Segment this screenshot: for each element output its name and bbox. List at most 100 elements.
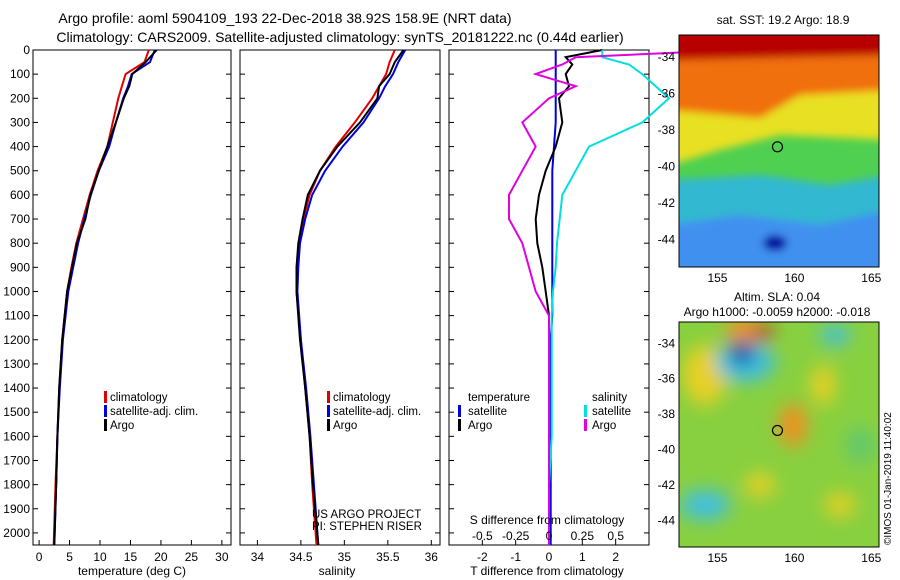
x-tick-label: 1 <box>579 550 586 564</box>
y-tick-label: 1600 <box>3 429 30 443</box>
x-tick-label: 35.5 <box>376 550 400 564</box>
y-tick-label: 1200 <box>3 333 30 347</box>
legend-argo-label: Argo <box>110 420 134 432</box>
sla-yellow-patch-2 <box>811 365 835 405</box>
y-tick-label: 1000 <box>3 284 30 298</box>
y-tick-label: 300 <box>10 115 30 129</box>
sla-map-title: Altim. SLA: 0.04 <box>734 290 820 304</box>
y-tick-label: 1700 <box>3 453 30 467</box>
sla-yellow-patch-4 <box>825 493 855 517</box>
sla-green-patch <box>846 427 874 463</box>
map-y-tick-label: -40 <box>658 443 676 457</box>
sla-cyan-patch-2 <box>680 490 730 520</box>
s-difference-axis-label: S difference from climatology <box>470 513 625 527</box>
legend-t-argo-label: Argo <box>468 420 492 432</box>
map-x-tick-label: 155 <box>707 551 727 565</box>
map-y-tick-label: -42 <box>658 196 676 210</box>
legend-temperature-title: temperature <box>468 392 530 404</box>
x-tick-label: 36 <box>425 550 439 564</box>
title-line-2: Climatology: CARS2009. Satellite-adjuste… <box>56 29 623 45</box>
s-diff-tick-label: -0.25 <box>502 529 530 543</box>
series-line-argo <box>295 49 405 546</box>
series-line-t-argo <box>534 49 603 545</box>
x-tick-label: -2 <box>477 550 488 564</box>
y-tick-label: 800 <box>10 236 30 250</box>
legend-satellite-label: satellite-adj. clim. <box>333 406 421 418</box>
sla-orange-ridge <box>779 403 807 447</box>
legend-t-argo-swatch <box>458 419 461 431</box>
chart-marks: 0100200300400500600700800900100011001200… <box>3 43 881 565</box>
series-line-s-argo <box>508 49 736 545</box>
temperature-panel-frame <box>32 49 232 546</box>
sla-map-subtitle: Argo h1000: -0.0059 h2000: -0.018 <box>684 305 871 319</box>
y-tick-label: 1500 <box>3 405 30 419</box>
legend-satellite-label: satellite-adj. clim. <box>110 406 198 418</box>
x-tick-label: 35 <box>338 550 352 564</box>
x-tick-label: 15 <box>124 550 138 564</box>
salinity-panel-frame <box>239 49 441 546</box>
sla-blue-eddy <box>730 342 754 364</box>
y-tick-label: 1800 <box>3 478 30 492</box>
y-tick-label: 700 <box>10 212 30 226</box>
x-tick-label: 34 <box>251 550 265 564</box>
sst-cold-eddy <box>763 235 787 251</box>
y-tick-label: 200 <box>10 91 30 105</box>
sst-map-title: sat. SST: 19.2 Argo: 18.9 <box>717 13 850 27</box>
sla-map-frame <box>678 321 880 548</box>
y-tick-label: 100 <box>10 67 30 81</box>
series-line-satellite-adj-clim- <box>296 49 407 546</box>
sla-red-patch <box>753 325 773 341</box>
legend-climatology-label: climatology <box>110 392 168 404</box>
legend-argo-label: Argo <box>333 420 357 432</box>
s-diff-tick-label: 0.25 <box>571 529 595 543</box>
x-tick-label: 34.5 <box>289 550 313 564</box>
temperature-axis-label: temperature (deg C) <box>78 564 186 578</box>
map-y-tick-label: -36 <box>658 86 676 100</box>
map-x-tick-label: 165 <box>861 551 881 565</box>
map-y-tick-label: -34 <box>658 50 676 64</box>
map-y-tick-label: -36 <box>658 372 676 386</box>
sla-yellow-patch-3 <box>745 473 775 497</box>
pi-credit: PI: STEPHEN RISER <box>312 521 422 533</box>
map-y-tick-label: -34 <box>658 336 676 350</box>
y-tick-label: 400 <box>10 140 30 154</box>
x-tick-label: 0 <box>36 550 43 564</box>
x-tick-label: 0 <box>546 550 553 564</box>
map-y-tick-label: -40 <box>658 160 676 174</box>
imos-credit: ©IMOS 01-Jan-2019 11:40:02 <box>883 412 894 545</box>
y-tick-label: 600 <box>10 188 30 202</box>
sla-map <box>679 322 879 547</box>
series-line-s-satellite <box>548 50 671 545</box>
t-difference-axis-label: T difference from climatology <box>470 564 624 578</box>
sla-cyan-patch-3 <box>820 325 850 345</box>
map-y-tick-label: -44 <box>658 513 676 527</box>
legend-argo-swatch <box>327 419 330 431</box>
series-line-satellite-adj-clim- <box>53 49 156 546</box>
map-y-tick-label: -44 <box>658 233 676 247</box>
map-y-tick-label: -42 <box>658 478 676 492</box>
sst-map <box>679 35 879 267</box>
y-tick-label: 0 <box>23 43 30 57</box>
x-tick-label: 25 <box>185 550 199 564</box>
map-x-tick-label: 155 <box>707 271 727 285</box>
sst-map-frame <box>678 34 880 268</box>
sst-orange-band <box>679 55 879 125</box>
legend-s-satellite-label: satellite <box>592 406 631 418</box>
x-tick-label: 10 <box>93 550 107 564</box>
sst-yellow-band <box>679 90 879 163</box>
title-line-1: Argo profile: aoml 5904109_193 22-Dec-20… <box>58 10 511 26</box>
x-tick-label: 5 <box>66 550 73 564</box>
y-tick-label: 1900 <box>3 502 30 516</box>
y-tick-label: 1300 <box>3 357 30 371</box>
sla-float-marker <box>771 424 784 437</box>
y-tick-label: 2000 <box>3 526 30 540</box>
project-credit: US ARGO PROJECT <box>312 509 421 521</box>
legend-climatology-swatch <box>104 391 107 403</box>
y-tick-label: 900 <box>10 260 30 274</box>
y-tick-label: 1100 <box>4 309 30 323</box>
y-tick-label: 500 <box>10 164 30 178</box>
legend-climatology-swatch <box>327 391 330 403</box>
series-line-argo <box>53 49 158 546</box>
sst-float-marker <box>771 141 784 153</box>
